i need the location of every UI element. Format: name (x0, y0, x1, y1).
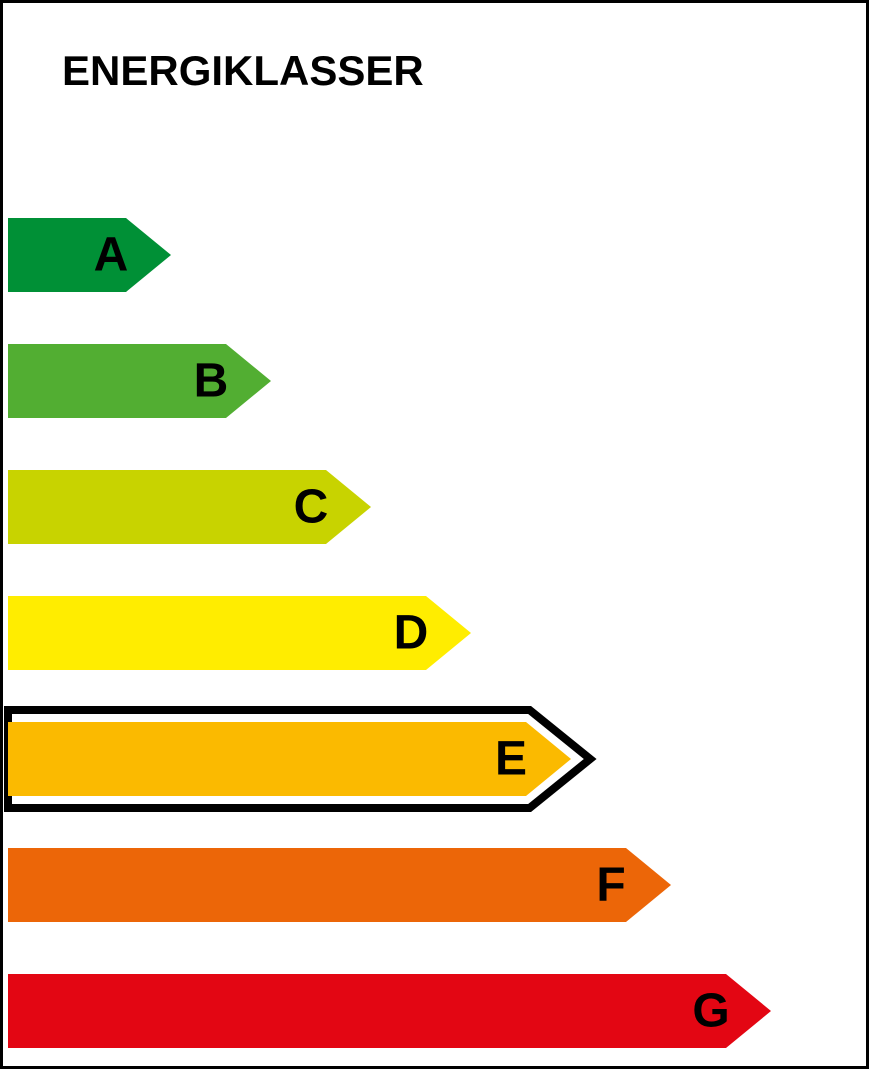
energy-bar-d: D (8, 596, 471, 670)
energy-bar-shape (8, 848, 671, 922)
energy-bar-label: E (495, 733, 527, 786)
energy-bar-label: B (194, 355, 229, 408)
energy-bar-label: D (394, 607, 429, 660)
energy-bar-e: E (8, 710, 590, 808)
energy-bar-label: G (692, 985, 729, 1038)
energy-bar-label: C (294, 481, 329, 534)
energy-bar-shape (8, 974, 771, 1048)
energy-label-svg: ENERGIKLASSER A B C D E F G (0, 0, 869, 1069)
energy-bar-f: F (8, 848, 671, 922)
energy-bar-shape (8, 722, 571, 796)
energy-bar-label: A (94, 229, 129, 282)
energy-label-container: ENERGIKLASSER A B C D E F G (0, 0, 869, 1069)
chart-title: ENERGIKLASSER (62, 47, 424, 94)
energy-bar-g: G (8, 974, 771, 1048)
energy-bar-shape (8, 344, 271, 418)
energy-bar-label: F (596, 859, 625, 912)
energy-bar-c: C (8, 470, 371, 544)
energy-bar-b: B (8, 344, 271, 418)
